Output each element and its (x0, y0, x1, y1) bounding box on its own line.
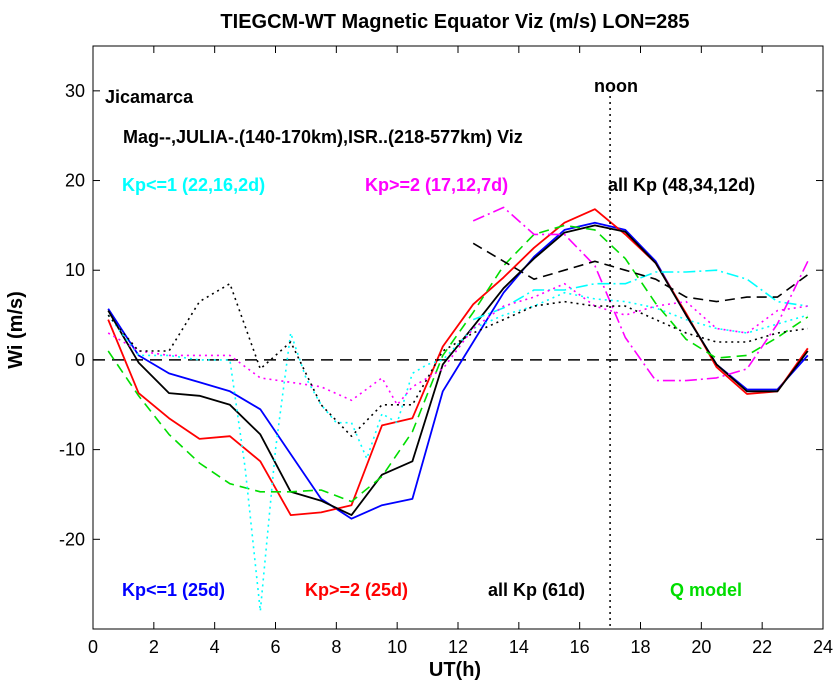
series-layer (107, 206, 809, 612)
y-tick-label: -20 (59, 529, 85, 549)
y-tick-label: -10 (59, 440, 85, 460)
station-label: Jicamarca (105, 87, 194, 107)
y-axis-label: Wi (m/s) (5, 291, 27, 369)
group-all-label: all Kp (48,34,12d) (608, 175, 755, 195)
x-tick-label: 20 (691, 637, 711, 657)
x-tick-label: 0 (88, 637, 98, 657)
y-axis-ticks: -20 -10 0 10 20 30 (59, 81, 823, 549)
group-low-label: Kp<=1 (22,16,2d) (122, 175, 265, 195)
legend-q-model: Q model (670, 580, 742, 600)
y-tick-label: 10 (65, 260, 85, 280)
legend-kp-high: Kp>=2 (25d) (305, 580, 408, 600)
x-tick-label: 16 (570, 637, 590, 657)
y-tick-label: 20 (65, 171, 85, 191)
noon-label: noon (594, 76, 638, 96)
group-high-label: Kp>=2 (17,12,7d) (365, 175, 508, 195)
legend-kp-low: Kp<=1 (25d) (122, 580, 225, 600)
series-line-julia_high (472, 206, 809, 382)
x-tick-label: 8 (331, 637, 341, 657)
series-line-julia_all (472, 242, 809, 303)
legend-all-kp: all Kp (61d) (488, 580, 585, 600)
series-line-mag_all (107, 224, 809, 516)
x-tick-label: 24 (813, 637, 833, 657)
x-tick-label: 22 (752, 637, 772, 657)
x-tick-label: 2 (149, 637, 159, 657)
x-axis-ticks: 0 2 4 6 8 10 12 14 16 18 20 22 24 (88, 46, 833, 657)
series-line-isr_high (107, 282, 808, 406)
x-tick-label: 14 (509, 637, 529, 657)
x-tick-label: 18 (630, 637, 650, 657)
y-tick-label: 30 (65, 81, 85, 101)
series-line-julia_low (472, 269, 808, 321)
x-tick-label: 10 (387, 637, 407, 657)
series-line-isr_all (107, 282, 808, 438)
sources-label: Mag--,JULIA-.(140-170km),ISR..(218-577km… (123, 127, 523, 147)
x-tick-label: 12 (448, 637, 468, 657)
x-axis-label: UT(h) (429, 659, 481, 681)
x-tick-label: 4 (210, 637, 220, 657)
y-tick-label: 0 (75, 350, 85, 370)
x-tick-label: 6 (270, 637, 280, 657)
chart-title: TIEGCM-WT Magnetic Equator Viz (m/s) LON… (220, 11, 689, 33)
